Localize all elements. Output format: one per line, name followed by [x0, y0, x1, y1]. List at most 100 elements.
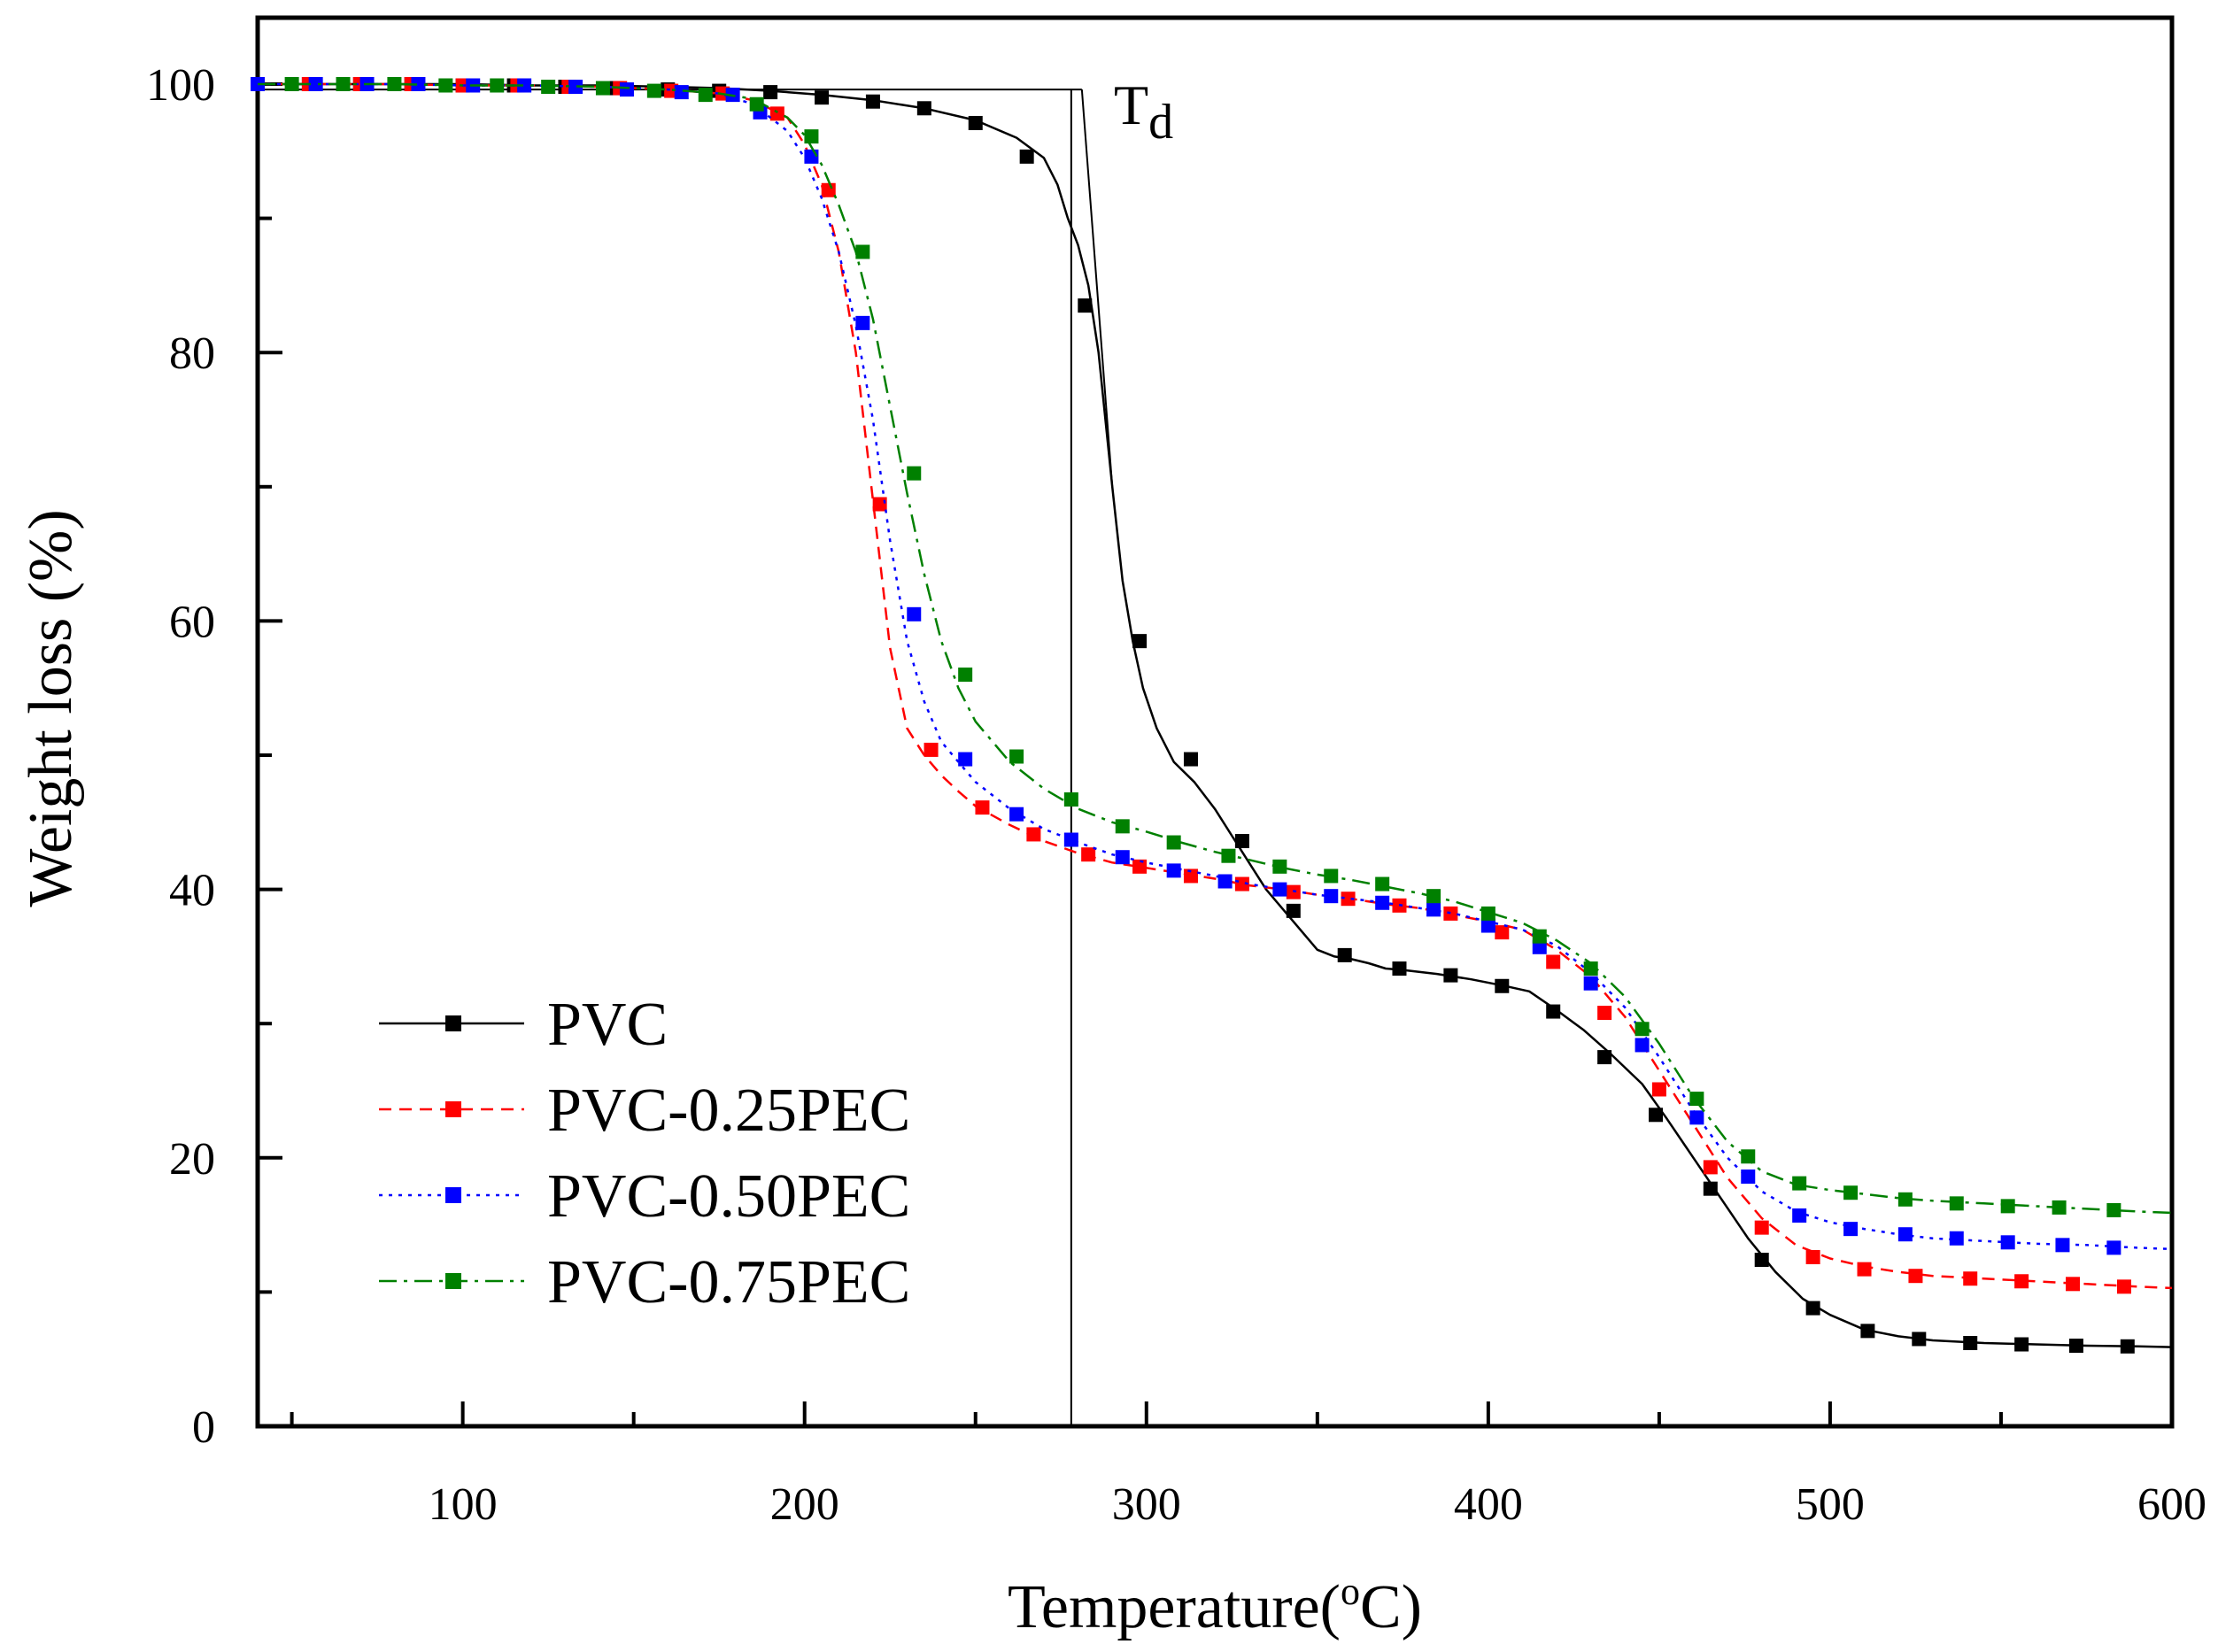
data-point	[336, 77, 351, 91]
data-point	[1166, 835, 1181, 850]
x-tick-label: 300	[1112, 1479, 1181, 1530]
y-tick-label: 40	[169, 866, 215, 916]
data-point	[1183, 868, 1198, 884]
data-point	[1063, 792, 1078, 807]
data-point	[308, 77, 323, 91]
data-point	[872, 497, 887, 512]
data-point	[1912, 1332, 1927, 1347]
data-point	[698, 88, 713, 103]
data-point	[1583, 976, 1598, 991]
data-point	[1897, 1192, 1913, 1207]
data-point	[1949, 1231, 1964, 1246]
y-tick-label: 60	[169, 597, 215, 647]
data-point	[1392, 961, 1407, 977]
data-point	[1341, 892, 1356, 907]
x-axis-title-unit: C)	[1360, 1573, 1422, 1641]
data-point	[568, 80, 583, 95]
x-axis-title: Temperature(oC)	[1008, 1570, 1422, 1641]
data-point	[2116, 1279, 2131, 1294]
data-point	[1963, 1336, 1978, 1351]
data-point	[2052, 1200, 2067, 1215]
data-point	[1480, 918, 1495, 933]
data-point	[490, 78, 505, 93]
data-point	[2000, 1235, 2015, 1250]
data-point	[975, 800, 990, 815]
data-point	[1221, 848, 1236, 863]
data-point	[1532, 939, 1547, 954]
data-point	[1063, 832, 1078, 847]
legend: PVC PVC-0.25PEC PVC-0.50PEC PVC-0.75PEC	[379, 991, 910, 1316]
data-point	[1597, 1050, 1612, 1065]
data-point	[1132, 859, 1148, 874]
y-tick-label: 20	[169, 1134, 215, 1185]
data-point	[1908, 1269, 1923, 1284]
legend-label: PVC	[547, 991, 668, 1059]
data-point	[1805, 1301, 1820, 1316]
data-point	[1597, 1006, 1612, 1021]
data-point	[1272, 882, 1287, 897]
data-point	[1897, 1227, 1913, 1242]
data-point	[1583, 961, 1598, 977]
data-point	[411, 77, 426, 91]
data-point	[1009, 749, 1024, 764]
data-point	[1635, 1038, 1650, 1053]
data-point	[1115, 819, 1130, 834]
x-tick-label: 100	[429, 1479, 498, 1530]
data-point	[1949, 1196, 1964, 1211]
legend-label: PVC-0.50PEC	[547, 1162, 910, 1231]
data-point	[1019, 149, 1034, 164]
data-point	[1703, 1181, 1718, 1196]
data-point	[2120, 1339, 2135, 1354]
x-tick-label: 500	[1796, 1479, 1865, 1530]
data-point	[958, 752, 973, 767]
data-point	[2106, 1240, 2121, 1255]
data-point	[1805, 1249, 1820, 1264]
legend-item: PVC-0.50PEC	[379, 1162, 910, 1231]
data-point	[1703, 1160, 1718, 1175]
data-point	[387, 77, 402, 91]
data-point	[1426, 902, 1441, 917]
data-point	[1234, 834, 1249, 849]
legend-marker	[445, 1273, 461, 1289]
data-point	[1480, 906, 1495, 921]
data-point	[1081, 847, 1096, 862]
data-point	[1272, 859, 1287, 874]
data-point	[1078, 298, 1093, 313]
data-point	[1857, 1262, 1872, 1277]
data-point	[1426, 889, 1441, 904]
data-point	[1754, 1220, 1769, 1235]
data-point	[1337, 947, 1352, 962]
data-point	[2000, 1199, 2015, 1214]
data-point	[1963, 1271, 1978, 1286]
data-point	[517, 78, 532, 93]
data-point	[1843, 1222, 1859, 1237]
x-tick-label: 600	[2137, 1479, 2206, 1530]
data-point	[1026, 827, 1041, 842]
data-point	[2066, 1277, 2081, 1292]
legend-label: PVC-0.25PEC	[547, 1077, 910, 1145]
data-point	[674, 85, 689, 100]
data-point	[1375, 876, 1390, 892]
data-point	[769, 106, 784, 121]
x-axis-title-main: Temperature(	[1008, 1573, 1341, 1641]
data-point	[1635, 1022, 1650, 1037]
data-point	[1754, 1253, 1769, 1268]
data-point	[1495, 978, 1510, 993]
legend-marker	[445, 1101, 461, 1117]
data-point	[924, 742, 939, 757]
data-point	[804, 129, 819, 144]
data-point	[2014, 1274, 2029, 1289]
legend-item: PVC	[379, 991, 668, 1059]
data-point	[1689, 1092, 1704, 1107]
data-point	[438, 78, 453, 93]
data-point	[1649, 1108, 1664, 1123]
data-point	[541, 80, 556, 95]
td-annotation-main: T	[1114, 73, 1148, 136]
data-point	[2106, 1202, 2121, 1217]
legend-label: PVC-0.75PEC	[547, 1248, 910, 1316]
series-line	[258, 82, 2173, 1251]
data-point	[1115, 850, 1130, 865]
data-point	[1495, 925, 1510, 940]
x-axis-title-sup: o	[1341, 1570, 1360, 1613]
